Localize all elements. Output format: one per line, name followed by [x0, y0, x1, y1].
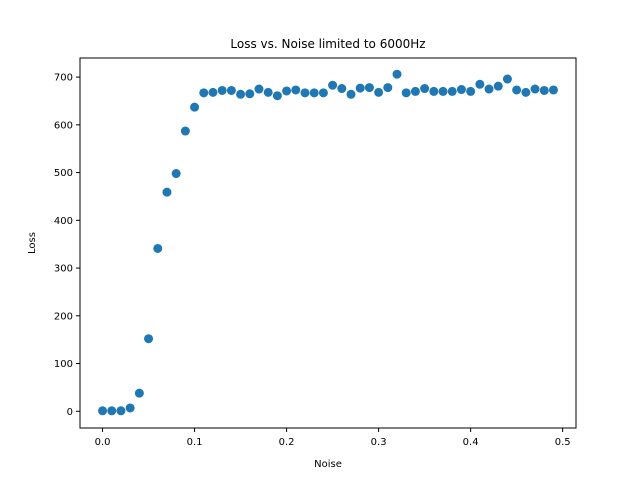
x-tick-label: 0.4 [463, 437, 479, 448]
data-point [217, 85, 227, 95]
data-point [107, 406, 117, 416]
data-point [144, 334, 154, 344]
y-tick-label: 100 [54, 359, 73, 370]
chart-title: Loss vs. Noise limited to 6000Hz [230, 37, 425, 51]
data-point [502, 74, 512, 84]
data-point [355, 83, 365, 93]
y-tick-label: 0 [67, 407, 73, 418]
y-tick-label: 600 [54, 120, 73, 131]
data-point [272, 91, 282, 101]
data-point [392, 69, 402, 79]
data-point [429, 86, 439, 96]
y-tick-label: 200 [54, 311, 73, 322]
data-point [410, 86, 420, 96]
data-point [236, 89, 246, 99]
x-tick-label: 0.3 [371, 437, 387, 448]
data-point [493, 81, 503, 91]
data-point [282, 86, 292, 96]
data-point [226, 85, 236, 95]
data-point [383, 83, 393, 93]
data-point [318, 88, 328, 98]
data-point [328, 80, 338, 90]
data-point [263, 87, 273, 97]
data-point [98, 406, 108, 416]
x-tick-label: 0.1 [187, 437, 203, 448]
data-point [484, 84, 494, 94]
data-point [153, 243, 163, 253]
data-point [309, 88, 319, 98]
x-tick-label: 0.5 [555, 437, 571, 448]
y-tick-label: 700 [54, 73, 73, 84]
x-axis-label: Noise [314, 459, 342, 470]
x-axis: 0.0 0.1 0.2 0.3 0.4 0.5 [95, 428, 571, 448]
data-point [512, 85, 522, 95]
data-point [438, 86, 448, 96]
data-point [539, 85, 549, 95]
data-point [456, 85, 466, 95]
x-tick-label: 0.2 [279, 437, 295, 448]
data-point [171, 169, 181, 179]
data-point [401, 88, 411, 98]
data-point [420, 84, 430, 94]
data-point [364, 83, 374, 93]
data-point [190, 102, 200, 112]
data-point [475, 79, 485, 89]
data-point [245, 89, 255, 99]
data-point [125, 403, 135, 413]
data-point [254, 84, 264, 94]
data-point [291, 85, 301, 95]
data-point [300, 88, 310, 98]
data-point [162, 187, 172, 197]
data-point [199, 88, 209, 98]
data-point [180, 126, 190, 136]
data-point [548, 85, 558, 95]
y-tick-label: 300 [54, 264, 73, 275]
y-tick-label: 500 [54, 168, 73, 179]
data-point [374, 87, 384, 97]
data-point [116, 406, 126, 416]
data-point [337, 84, 347, 94]
y-axis-label: Loss [27, 232, 38, 254]
data-point [134, 388, 144, 398]
data-point [346, 89, 356, 99]
data-point [466, 86, 476, 96]
plot-frame [79, 57, 577, 429]
data-point [447, 86, 457, 96]
data-points [98, 69, 558, 416]
y-axis: 0 100 200 300 400 500 600 700 [54, 73, 80, 418]
data-point [521, 87, 531, 97]
data-point [208, 87, 218, 97]
x-tick-label: 0.0 [95, 437, 111, 448]
data-point [530, 84, 540, 94]
y-tick-label: 400 [54, 216, 73, 227]
